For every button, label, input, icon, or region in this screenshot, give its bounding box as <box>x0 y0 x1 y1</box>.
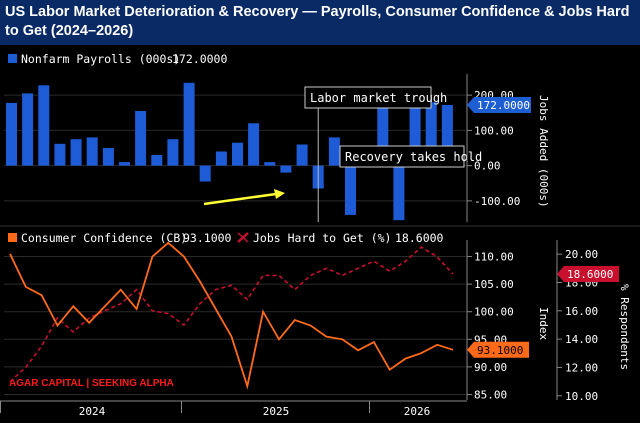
index-tick-label: 100.00 <box>474 306 514 319</box>
payroll-bar <box>328 137 340 166</box>
payroll-bar <box>248 123 260 166</box>
index-tick-label: 90.00 <box>474 361 507 374</box>
confidence-legend-swatch <box>8 233 17 242</box>
jobs-legend-label: Jobs Hard to Get (%) <box>253 231 391 245</box>
payroll-bar <box>232 142 243 166</box>
x-axis-tick-label: 2026 <box>404 405 431 418</box>
payroll-bar <box>215 151 227 166</box>
payroll-bar <box>151 155 163 166</box>
x-axis-tick-label: 2024 <box>79 405 106 418</box>
chart-title: US Labor Market Deterioration & Recovery… <box>5 4 630 39</box>
payroll-bar <box>425 102 437 166</box>
watermark-text: AGAR CAPITAL | SEEKING ALPHA <box>9 378 174 389</box>
confidence-legend-label: Consumer Confidence (CB) <box>21 231 187 245</box>
payroll-bar <box>377 104 389 166</box>
payroll-bar <box>393 165 405 221</box>
payroll-bar <box>119 162 130 166</box>
percent-tick-label: 10.00 <box>565 390 598 403</box>
percent-axis-title: % Respondents <box>618 284 631 370</box>
yellow-arrow-head <box>274 189 285 199</box>
payroll-last-value-badge <box>467 97 531 114</box>
payroll-tick-label: 0.00 <box>474 160 501 173</box>
confidence-legend-value: 93.1000 <box>183 231 232 245</box>
index-tick-label: 85.00 <box>474 388 507 401</box>
payroll-bar <box>102 148 114 166</box>
payroll-axis-title: Jobs Added (000s) <box>537 95 550 208</box>
index-tick-label: 105.00 <box>474 278 514 291</box>
jobs-last-value-badge <box>557 265 619 282</box>
percent-tick-label: 20.00 <box>565 248 598 261</box>
confidence-last-value-badge <box>467 341 529 358</box>
payroll-bar <box>38 85 50 166</box>
index-tick-label: 110.00 <box>474 251 514 264</box>
payroll-bar <box>54 143 66 166</box>
jobs-hard-to-get-line <box>9 246 454 383</box>
payroll-bar <box>199 165 211 182</box>
title-bar: US Labor Market Deterioration & Recovery… <box>0 0 640 45</box>
payroll-legend-swatch <box>8 54 17 63</box>
percent-tick-label: 14.00 <box>565 333 598 346</box>
jobs-legend-swatch-stroke <box>237 232 249 243</box>
payroll-bars <box>6 82 453 221</box>
payroll-bar <box>135 111 147 166</box>
payroll-bar <box>183 82 195 166</box>
annotation-box <box>339 145 465 168</box>
payroll-bar <box>264 162 276 166</box>
jobs-legend-swatch <box>237 232 249 243</box>
payroll-bar <box>345 165 356 215</box>
jobs-legend-value: 18.6000 <box>395 231 444 245</box>
payroll-bar <box>86 137 98 166</box>
yellow-arrow-shaft <box>203 192 277 206</box>
payroll-bar <box>441 105 453 166</box>
payroll-bar <box>70 139 82 166</box>
payroll-last-value-text: 172.0000 <box>477 99 530 112</box>
payroll-legend-label: Nonfarm Payrolls (000s) <box>21 52 180 66</box>
payroll-bar <box>22 93 34 166</box>
x-axis-tick-label: 2025 <box>263 405 290 418</box>
percent-tick-label: 16.00 <box>565 305 598 318</box>
index-axis-title: Index <box>537 307 550 340</box>
consumer-confidence-line <box>9 241 454 390</box>
annotation-trough: Labor market trough <box>304 86 447 109</box>
annotation-trough-text: Labor market trough <box>310 91 447 105</box>
annotation-recovery: Recovery takes hold <box>339 145 482 168</box>
percent-tick-label: 12.00 <box>565 361 598 374</box>
jobs-last-value-text: 18.6000 <box>567 268 613 281</box>
payroll-bar <box>6 102 17 166</box>
payroll-tick-label: 100.00 <box>474 124 514 137</box>
annotation-box <box>304 86 432 109</box>
payroll-tick-label: -100.00 <box>474 195 520 208</box>
confidence-last-value-text: 93.1000 <box>477 344 523 357</box>
payroll-bar <box>409 102 421 166</box>
payroll-bar <box>280 165 292 173</box>
payroll-bar <box>296 144 308 166</box>
payroll-legend-value: 172.0000 <box>172 52 227 66</box>
payroll-bar <box>167 139 179 166</box>
annotation-recovery-text: Recovery takes hold <box>345 150 482 164</box>
